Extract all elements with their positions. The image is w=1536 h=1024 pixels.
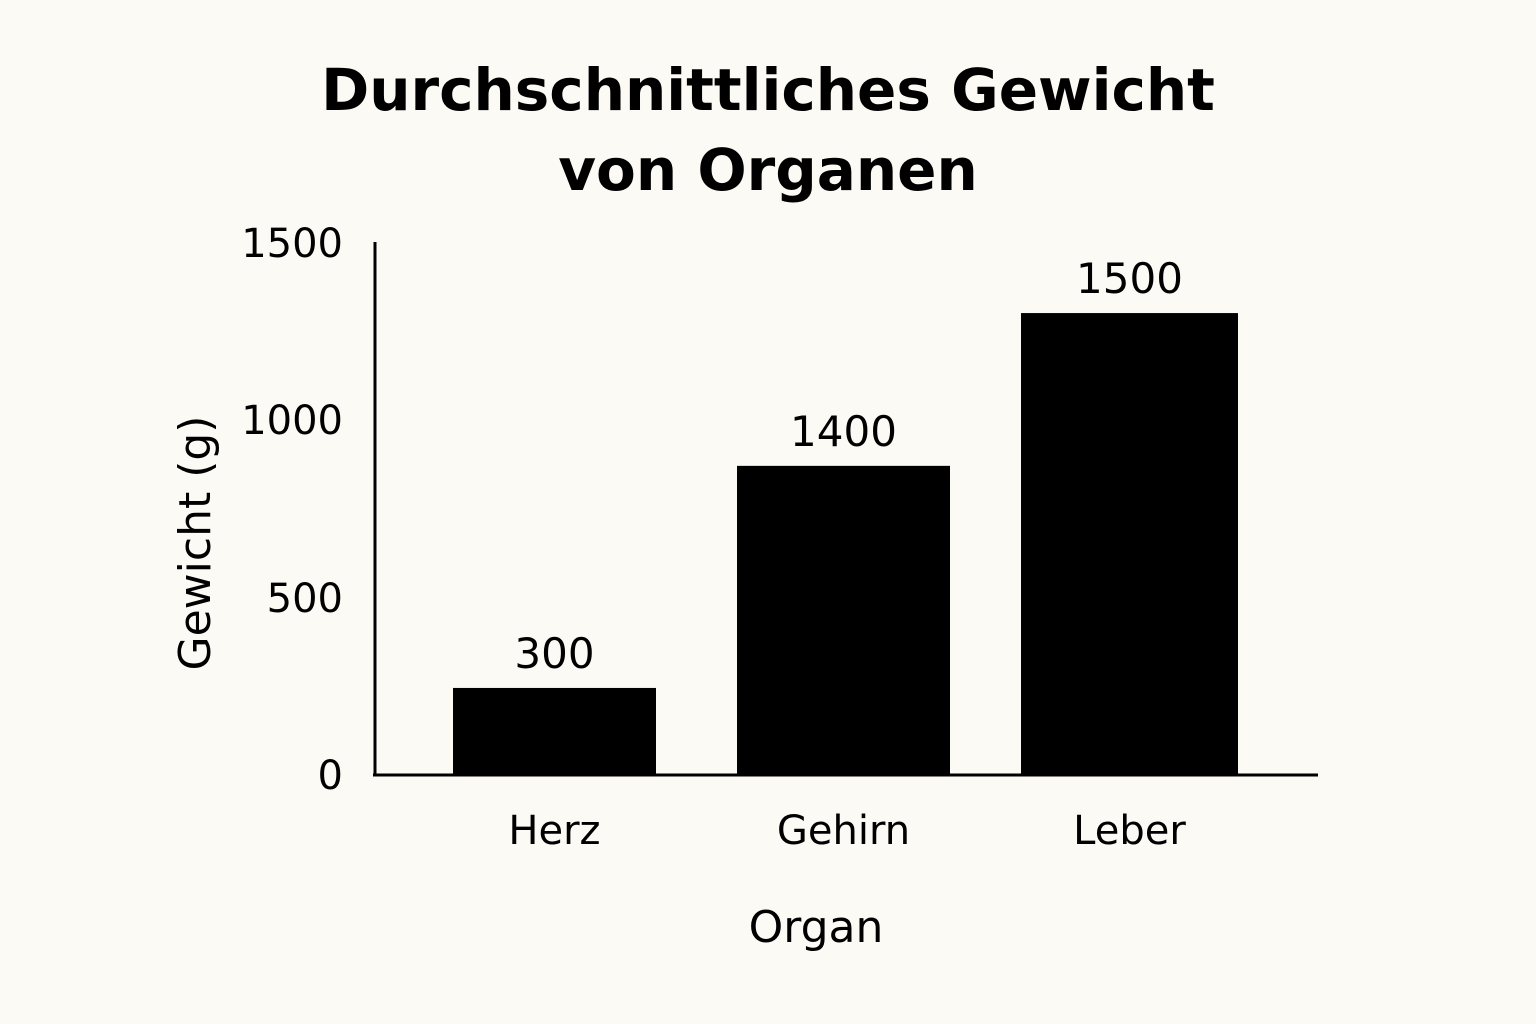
y-axis-label: Gewicht (g): [170, 416, 221, 671]
y-tick-label-1500: 1500: [241, 221, 343, 267]
bar-herz: [453, 687, 656, 775]
bar-group: [453, 313, 1238, 775]
bar-leber: [1021, 313, 1238, 775]
value-label-leber: 1500: [1076, 254, 1183, 303]
chart-title-line-2: von Organen: [558, 136, 978, 204]
x-tick-label-herz: Herz: [508, 808, 600, 854]
y-tick-label-500: 500: [267, 576, 343, 622]
x-tick-label-gehirn: Gehirn: [777, 808, 910, 854]
value-label-herz: 300: [514, 629, 594, 678]
value-label-gehirn: 1400: [790, 407, 897, 456]
y-tick-label-0: 0: [318, 753, 343, 799]
chart-title: Durchschnittliches Gewicht von Organen: [0, 50, 1536, 210]
x-tick-label-leber: Leber: [1073, 808, 1186, 854]
x-axis-label: Organ: [749, 902, 884, 953]
y-tick-label-1000: 1000: [241, 398, 343, 444]
y-tick-group: 0 500 1000 1500: [241, 221, 343, 799]
chart-title-line-1: Durchschnittliches Gewicht: [321, 56, 1215, 124]
bar-gehirn: [737, 465, 950, 775]
value-label-group: 300 1400 1500: [514, 254, 1183, 678]
x-tick-group: Herz Gehirn Leber: [508, 808, 1186, 854]
